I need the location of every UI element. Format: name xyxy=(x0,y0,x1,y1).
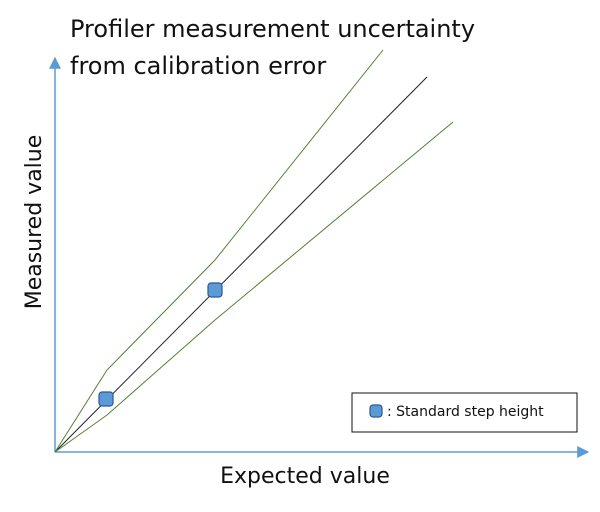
legend-label: : Standard step height xyxy=(387,404,544,420)
y-axis-label: Measured value xyxy=(22,135,47,310)
step-marker xyxy=(98,391,114,407)
title-line: Profiler measurement uncertainty xyxy=(70,15,475,43)
x-axis-label: Expected value xyxy=(220,464,390,489)
legend: : Standard step height xyxy=(351,392,578,433)
title-line: from calibration error xyxy=(70,52,326,80)
step-marker xyxy=(207,282,223,298)
ideal-line xyxy=(54,76,428,453)
upper-bound xyxy=(54,49,384,453)
legend-marker xyxy=(369,404,383,418)
lower-bound xyxy=(54,121,454,453)
legend-box xyxy=(351,392,578,433)
